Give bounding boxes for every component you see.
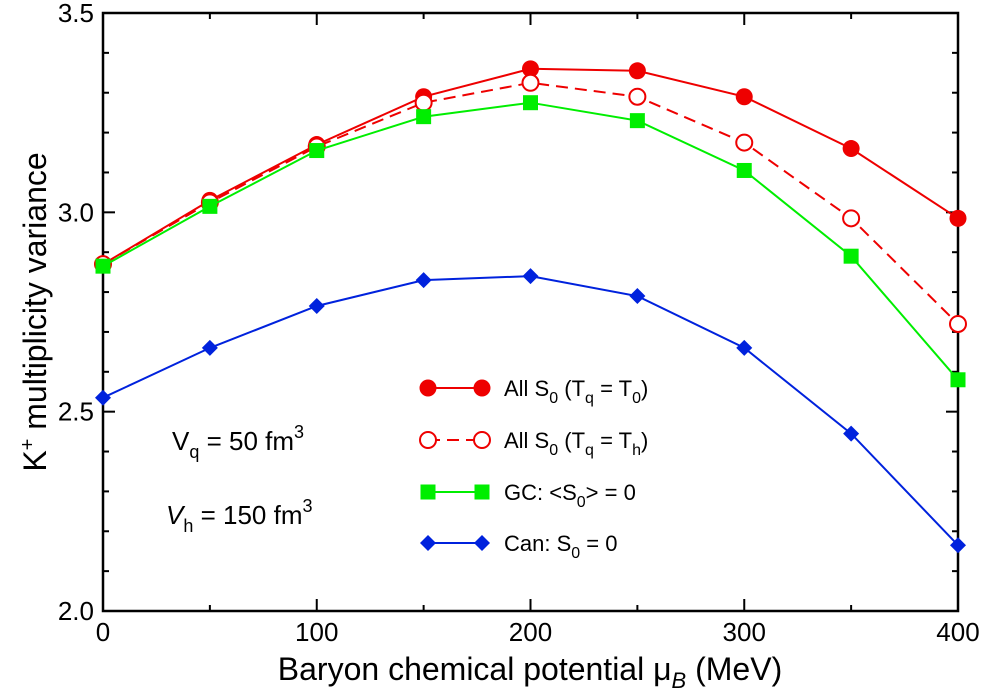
data-point-s3 <box>95 258 111 274</box>
legend-marker-s4 <box>420 535 436 551</box>
legend-label-s2: All S0 (Tq = Th) <box>504 428 648 459</box>
data-point-s4 <box>736 339 753 356</box>
data-point-s3 <box>202 198 218 214</box>
x-tick-label: 200 <box>509 617 552 647</box>
data-point-s3 <box>523 95 538 111</box>
data-point-s2 <box>628 87 647 106</box>
series-s2 <box>94 73 967 333</box>
data-point-s1 <box>628 62 646 80</box>
legend-label-s1: All S0 (Tq = T0) <box>504 376 648 407</box>
legend-label-s4: Can: S0 = 0 <box>504 531 617 562</box>
series-line-s2 <box>102 81 959 325</box>
data-point-s1 <box>842 140 860 158</box>
data-point-s4 <box>843 425 860 442</box>
legend-marker-s2 <box>473 431 491 449</box>
y-tick-label: 2.5 <box>58 397 94 427</box>
data-point-s4 <box>522 268 539 285</box>
axis-ticks <box>102 12 959 612</box>
data-point-s2 <box>842 209 861 228</box>
data-point-s4 <box>629 288 646 305</box>
y-tick-label: 3.0 <box>58 197 94 227</box>
legend-label-s3: GC: <S0> = 0 <box>504 480 636 511</box>
svg-text:Vq = 50 fm3: Vq = 50 fm3 <box>172 422 304 462</box>
data-point-s1 <box>949 209 967 227</box>
data-point-s2 <box>735 133 754 152</box>
data-point-s3 <box>309 143 325 159</box>
data-point-s3 <box>416 109 432 125</box>
data-point-s2 <box>414 93 433 112</box>
data-point-s1 <box>735 88 753 106</box>
y-tick-label: 3.5 <box>58 0 94 28</box>
data-point-s3 <box>629 113 645 129</box>
x-tick-label: 300 <box>723 617 766 647</box>
legend-marker-s3 <box>474 484 490 500</box>
y-axis-title: K+ multiplicity variance <box>17 152 53 471</box>
data-point-s4 <box>95 389 111 406</box>
x-tick-label: 100 <box>295 617 338 647</box>
legend-marker-s2 <box>419 431 437 449</box>
data-point-s2 <box>521 73 540 92</box>
legend-marker-s4 <box>474 535 490 551</box>
y-tick-label: 2.0 <box>58 596 94 626</box>
legend-marker-s1 <box>419 379 437 397</box>
x-axis-title: Baryon chemical potential μB (MeV) <box>278 651 782 693</box>
legend-marker-s1 <box>473 379 491 397</box>
data-point-s4 <box>415 272 432 289</box>
series-line-s3 <box>102 101 959 381</box>
x-tick-label: 400 <box>936 617 979 647</box>
x-tick-label: 0 <box>96 617 110 647</box>
axis-tick-labels: 0 100 200 300 400 2.0 2.5 3.0 3.5 <box>58 0 980 647</box>
data-point-s3 <box>950 372 966 388</box>
data-point-s4 <box>201 339 218 356</box>
svg-text:Vh = 150 fm3: Vh = 150 fm3 <box>166 496 313 536</box>
series-layer <box>94 60 967 554</box>
data-point-s4 <box>950 537 966 554</box>
data-point-s3 <box>736 162 752 178</box>
series-s3 <box>95 95 966 388</box>
legend: All S0 (Tq = T0) All S0 (Tq = Th) GC: <S… <box>419 376 648 562</box>
data-point-s4 <box>308 298 325 315</box>
data-point-s2 <box>949 314 967 333</box>
volume-annotation-h: Vh = 150 fm3 <box>166 496 313 536</box>
data-point-s1 <box>522 60 539 78</box>
series-s1 <box>94 60 967 273</box>
legend-marker-s3 <box>420 484 436 500</box>
series-s4 <box>95 268 966 554</box>
data-point-s3 <box>843 248 859 264</box>
volume-annotation-q: Vq = 50 fm3 <box>172 422 304 462</box>
